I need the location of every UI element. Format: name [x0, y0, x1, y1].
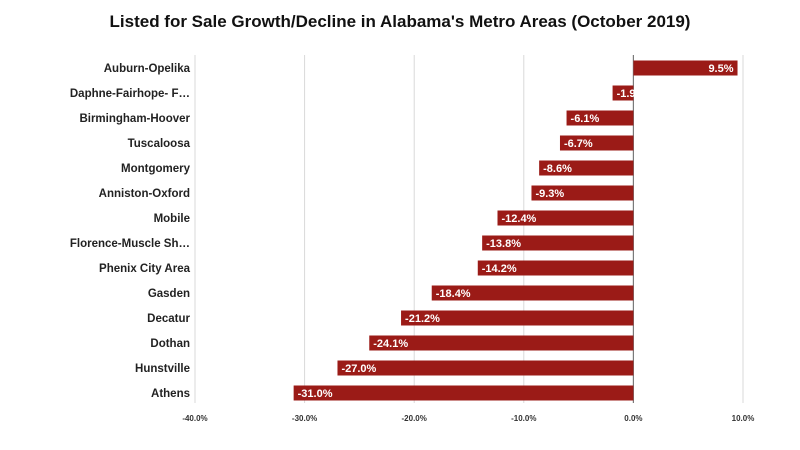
bar	[431, 285, 634, 301]
bar	[612, 85, 634, 101]
x-tick-label: -30.0%	[292, 414, 317, 423]
category-label: Daphne-Fairhope- F…	[70, 88, 190, 100]
x-tick-label: -10.0%	[511, 414, 536, 423]
category-label: Birmingham-Hoover	[79, 113, 190, 125]
category-label: Anniston-Oxford	[99, 188, 190, 200]
category-label: Montgomery	[121, 163, 191, 175]
data-label: -18.4%	[436, 288, 471, 300]
x-tick-label: 0.0%	[624, 414, 642, 423]
category-label: Auburn-Opelika	[104, 63, 191, 75]
bar	[482, 235, 634, 251]
bar	[369, 335, 634, 351]
data-label: -27.0%	[341, 363, 376, 375]
category-label: Hunstville	[135, 363, 190, 375]
category-label: Dothan	[150, 338, 190, 350]
x-tick-label: 10.0%	[732, 414, 755, 423]
data-label: 9.5%	[708, 63, 733, 75]
x-tick-label: -40.0%	[182, 414, 207, 423]
data-label: -1.9%	[617, 88, 646, 100]
category-label: Decatur	[147, 313, 190, 325]
data-label: -6.7%	[564, 138, 593, 150]
bar	[293, 385, 634, 401]
bar	[477, 260, 634, 276]
data-label: -14.2%	[482, 263, 517, 275]
data-label: -8.6%	[543, 163, 572, 175]
category-label: Mobile	[154, 213, 190, 225]
bar	[337, 360, 634, 376]
x-tick-label: -20.0%	[402, 414, 427, 423]
bar	[633, 60, 738, 76]
category-label: Gasden	[148, 288, 190, 300]
data-label: -12.4%	[501, 213, 536, 225]
bar	[401, 310, 634, 326]
data-label: -6.1%	[571, 113, 600, 125]
data-label: -13.8%	[486, 238, 521, 250]
data-label: -31.0%	[298, 388, 333, 400]
category-label: Phenix City Area	[99, 263, 191, 275]
bar	[559, 135, 634, 151]
category-label: Florence-Muscle Sh…	[70, 238, 190, 250]
data-label: -21.2%	[405, 313, 440, 325]
bar	[531, 185, 634, 201]
data-label: -24.1%	[373, 338, 408, 350]
category-label: Tuscaloosa	[128, 138, 191, 150]
data-label: -9.3%	[535, 188, 564, 200]
bar	[566, 110, 634, 126]
chart-title: Listed for Sale Growth/Decline in Alabam…	[109, 12, 691, 31]
bar	[539, 160, 634, 176]
bar	[497, 210, 634, 226]
category-label: Athens	[151, 388, 190, 400]
